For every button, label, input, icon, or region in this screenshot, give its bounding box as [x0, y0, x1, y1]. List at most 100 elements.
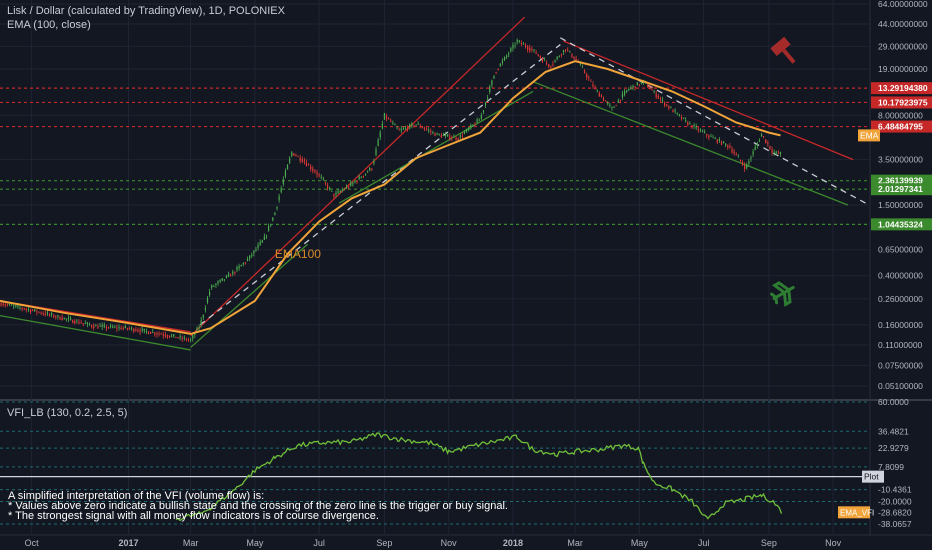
candle[interactable] [506, 55, 508, 58]
gavel-icon[interactable] [770, 36, 801, 68]
candle[interactable] [779, 152, 782, 154]
candle[interactable] [385, 116, 388, 119]
candle[interactable] [204, 308, 206, 310]
candle[interactable] [177, 337, 179, 339]
candle[interactable] [63, 317, 65, 319]
candle[interactable] [326, 185, 329, 189]
candle[interactable] [255, 249, 257, 251]
candle[interactable] [716, 139, 718, 143]
candle[interactable] [198, 327, 200, 329]
candle[interactable] [122, 327, 124, 329]
candle[interactable] [116, 327, 118, 329]
candle[interactable] [257, 244, 259, 248]
candle[interactable] [48, 314, 51, 316]
candle[interactable] [312, 168, 314, 171]
candle[interactable] [739, 159, 742, 161]
candle[interactable] [181, 338, 183, 340]
candle[interactable] [685, 119, 687, 121]
candle[interactable] [341, 189, 343, 191]
candle[interactable] [126, 328, 129, 330]
candle[interactable] [484, 102, 487, 106]
candle[interactable] [522, 43, 525, 45]
candle[interactable] [305, 162, 308, 166]
candle[interactable] [2, 303, 4, 306]
support-trendline[interactable] [190, 243, 308, 348]
candle[interactable] [348, 186, 350, 188]
candle[interactable] [777, 153, 779, 155]
candle[interactable] [168, 335, 171, 338]
candle[interactable] [259, 242, 261, 246]
candle[interactable] [40, 312, 42, 314]
candle[interactable] [0, 303, 2, 306]
candle[interactable] [29, 309, 32, 313]
candle[interactable] [293, 153, 295, 156]
candle[interactable] [493, 75, 495, 79]
candle[interactable] [227, 273, 230, 277]
candle[interactable] [533, 49, 535, 51]
candle[interactable] [133, 328, 135, 332]
candle[interactable] [137, 329, 139, 332]
candle[interactable] [173, 334, 175, 337]
candle[interactable] [156, 332, 158, 335]
candle[interactable] [215, 283, 217, 285]
candle[interactable] [192, 334, 194, 339]
candle[interactable] [461, 135, 463, 137]
resistance-trendline[interactable] [563, 40, 854, 161]
candle[interactable] [308, 164, 310, 166]
candle[interactable] [615, 105, 617, 107]
candle[interactable] [640, 81, 643, 84]
candle[interactable] [720, 141, 723, 145]
candle[interactable] [524, 45, 527, 47]
candle[interactable] [706, 134, 708, 136]
candle[interactable] [598, 93, 600, 97]
candle[interactable] [733, 151, 735, 154]
candle[interactable] [560, 54, 562, 56]
candle[interactable] [166, 335, 169, 338]
candle[interactable] [737, 156, 739, 158]
candle[interactable] [434, 133, 436, 137]
candle[interactable] [360, 177, 362, 179]
candle[interactable] [57, 315, 59, 317]
candle[interactable] [72, 320, 74, 324]
candle[interactable] [649, 87, 651, 90]
candle[interactable] [337, 190, 339, 194]
candle[interactable] [417, 123, 419, 125]
candle[interactable] [708, 135, 710, 138]
candle[interactable] [611, 107, 613, 109]
candle[interactable] [430, 131, 432, 133]
candle[interactable] [632, 85, 634, 88]
candle[interactable] [74, 320, 76, 324]
candle[interactable] [234, 272, 236, 274]
candle[interactable] [661, 99, 664, 101]
candle[interactable] [668, 106, 670, 109]
candle[interactable] [583, 70, 586, 73]
candle[interactable] [543, 59, 546, 61]
candle[interactable] [253, 250, 255, 254]
candle[interactable] [712, 137, 714, 139]
candle[interactable] [265, 235, 268, 237]
candle[interactable] [128, 328, 131, 330]
candle[interactable] [278, 196, 280, 201]
candle[interactable] [147, 331, 150, 334]
candle[interactable] [238, 266, 240, 269]
candle[interactable] [722, 141, 725, 143]
candle[interactable] [366, 171, 369, 173]
candle[interactable] [411, 123, 413, 127]
candle[interactable] [659, 97, 661, 99]
candle[interactable] [590, 80, 592, 82]
candle[interactable] [249, 255, 251, 259]
candle[interactable] [744, 165, 746, 169]
candle[interactable] [400, 128, 402, 131]
candle[interactable] [491, 80, 493, 86]
candle[interactable] [240, 264, 242, 267]
candle[interactable] [575, 58, 577, 61]
candle[interactable] [15, 305, 17, 307]
candle[interactable] [527, 46, 529, 50]
candle[interactable] [678, 114, 680, 116]
candle[interactable] [623, 91, 626, 95]
candle[interactable] [680, 117, 683, 119]
candle[interactable] [404, 127, 407, 129]
candle[interactable] [754, 146, 756, 151]
candle[interactable] [19, 307, 21, 309]
candle[interactable] [602, 97, 605, 101]
